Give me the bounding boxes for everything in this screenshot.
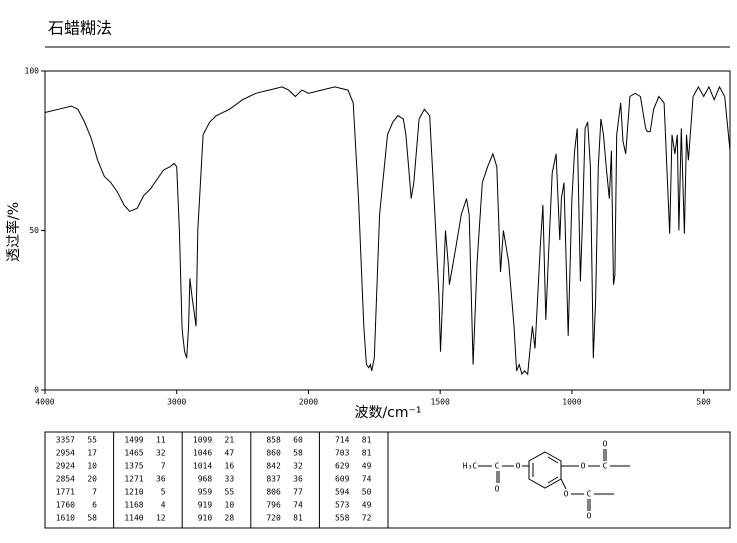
peak-wavenumber: 858 [266,436,281,445]
x-tick-label: 3000 [167,398,186,407]
peak-wavenumber: 703 [335,449,350,458]
peak-transmittance: 72 [362,514,372,523]
peak-transmittance: 17 [87,449,97,458]
peak-transmittance: 77 [293,488,303,497]
peak-transmittance: 50 [362,488,372,497]
atom-label: O [564,490,569,499]
peak-transmittance: 58 [293,449,303,458]
peak-wavenumber: 919 [198,501,213,510]
peak-wavenumber: 1375 [124,462,143,471]
atom-label: O [603,440,608,449]
peak-transmittance: 58 [87,514,97,523]
peak-transmittance: 32 [293,462,303,471]
peak-transmittance: 12 [156,514,166,523]
peak-transmittance: 20 [87,475,97,484]
chart-title: 石蜡糊法 [48,19,112,38]
peak-wavenumber: 796 [266,501,281,510]
y-tick-label: 0 [34,386,39,395]
peak-wavenumber: 1099 [193,436,212,445]
peak-transmittance: 81 [362,449,372,458]
peak-transmittance: 10 [225,501,235,510]
peak-wavenumber: 2854 [56,475,75,484]
peak-transmittance: 49 [362,462,372,471]
atom-label: O [495,485,500,494]
peak-transmittance: 55 [225,488,235,497]
peak-wavenumber: 1610 [56,514,75,523]
peak-wavenumber: 2924 [56,462,75,471]
peak-wavenumber: 1271 [124,475,143,484]
atom-label: O [516,462,521,471]
x-tick-label: 4000 [35,398,54,407]
peak-wavenumber: 573 [335,501,350,510]
peak-transmittance: 16 [225,462,235,471]
atom-label: C [587,490,592,499]
peak-wavenumber: 1760 [56,501,75,510]
y-tick-label: 100 [25,67,40,76]
peak-wavenumber: 720 [266,514,281,523]
plot-frame [44,70,731,391]
peak-transmittance: 47 [225,449,235,458]
y-tick-label: 50 [29,226,39,235]
x-tick-label: 1500 [431,398,450,407]
peak-transmittance: 11 [156,436,166,445]
peak-wavenumber: 594 [335,488,350,497]
peak-transmittance: 32 [156,449,166,458]
peak-transmittance: 10 [87,462,97,471]
atom-label: C [603,462,608,471]
peak-transmittance: 81 [362,436,372,445]
peak-transmittance: 81 [293,514,303,523]
x-tick-label: 1000 [562,398,581,407]
atom-label: O [581,462,586,471]
peak-transmittance: 74 [293,501,303,510]
peak-transmittance: 55 [87,436,97,445]
peak-transmittance: 28 [225,514,235,523]
structure-bonds [478,449,630,511]
peak-wavenumber: 609 [335,475,350,484]
peak-wavenumber: 860 [266,449,281,458]
peak-wavenumber: 1771 [56,488,75,497]
peak-wavenumber: 629 [335,462,350,471]
peak-wavenumber: 714 [335,436,350,445]
peak-wavenumber: 1046 [193,449,212,458]
spectrum-line [44,85,731,376]
peak-transmittance: 49 [362,501,372,510]
peak-wavenumber: 806 [266,488,281,497]
peak-wavenumber: 558 [335,514,350,523]
x-axis-label: 波数/cm⁻¹ [354,405,421,421]
peak-wavenumber: 910 [198,514,213,523]
peak-wavenumber: 1140 [124,514,143,523]
peak-wavenumber: 837 [266,475,281,484]
peak-transmittance: 36 [293,475,303,484]
peak-wavenumber: 1499 [124,436,143,445]
peak-wavenumber: 1210 [124,488,143,497]
peak-transmittance: 6 [92,501,97,510]
peak-wavenumber: 959 [198,488,213,497]
x-tick-label: 500 [696,398,711,407]
peak-wavenumber: 1014 [193,462,212,471]
peak-wavenumber: 1465 [124,449,143,458]
atom-label: O [587,512,592,521]
peak-transmittance: 36 [156,475,166,484]
peak-transmittance: 60 [293,436,303,445]
peak-transmittance: 74 [362,475,372,484]
atom-label: H₃C [463,462,478,471]
peak-transmittance: 21 [225,436,235,445]
peak-wavenumber: 2954 [56,449,75,458]
peak-transmittance: 5 [161,488,166,497]
peak-transmittance: 33 [225,475,235,484]
y-axis-label: 透过率/% [5,202,22,262]
atom-label: C [495,462,500,471]
peak-transmittance: 7 [92,488,97,497]
peak-transmittance: 4 [161,501,166,510]
peak-wavenumber: 968 [198,475,213,484]
peak-wavenumber: 3357 [56,436,75,445]
x-tick-label: 2000 [299,398,318,407]
peak-wavenumber: 842 [266,462,281,471]
peak-wavenumber: 1168 [124,501,143,510]
peak-transmittance: 7 [161,462,166,471]
